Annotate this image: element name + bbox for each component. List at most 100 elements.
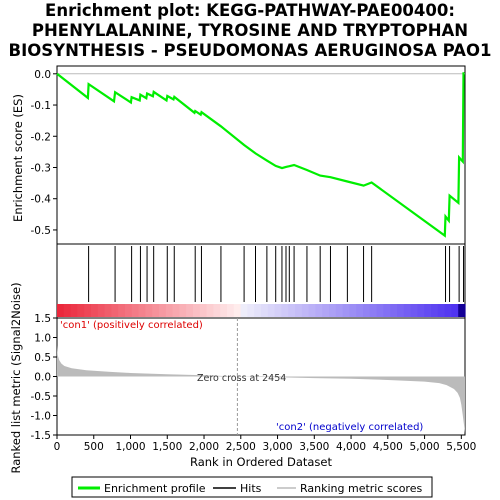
color-bar-segment xyxy=(104,304,112,317)
color-bar-segment xyxy=(397,304,405,317)
positive-correlation-label: 'con1' (positively correlated) xyxy=(60,320,203,331)
color-bar-segment xyxy=(57,304,65,317)
color-bar-segment xyxy=(206,304,214,317)
color-bar-segment xyxy=(451,304,459,317)
enrichment-profile-line xyxy=(56,72,465,238)
x-tick-label: 0 xyxy=(54,441,61,453)
metric-y-axis: 1.5 1.0 0.5 0.0 -0.5 -1.0 -1.5 xyxy=(31,313,57,442)
color-bar-segment xyxy=(118,304,126,317)
color-bar-segment xyxy=(233,304,242,317)
es-y-tick-label: -0.1 xyxy=(31,100,52,112)
x-tick-label: 1,500 xyxy=(152,441,182,453)
title-line-3: BIOSYNTHESIS - PSEUDOMONAS AERUGINOSA PA… xyxy=(8,41,492,60)
color-bar-segment xyxy=(274,304,282,317)
x-tick-label: 3,500 xyxy=(299,441,329,453)
color-bar-segment xyxy=(159,304,167,317)
x-tick-label: 2,000 xyxy=(189,441,219,453)
color-bar-segment xyxy=(329,304,337,317)
color-bar-segment xyxy=(424,304,432,317)
legend: Enrichment profile Hits Ranking metric s… xyxy=(71,476,433,498)
color-bar-segment xyxy=(152,304,160,317)
metric-y-tick-label: -1.0 xyxy=(31,411,52,423)
color-bar-segment xyxy=(145,304,153,317)
es-y-tick-label: -0.3 xyxy=(31,162,52,174)
metric-panel: 1.5 1.0 0.5 0.0 -0.5 -1.0 -1.5 0 500 1,000 1,500 2… xyxy=(9,282,476,473)
color-bar-segment xyxy=(383,304,391,317)
title-line-1: Enrichment plot: KEGG-PATHWAY-PAE00400: xyxy=(45,1,455,20)
color-bar-segment xyxy=(97,304,106,317)
es-y-axis: 0.0 -0.1 -0.2 -0.3 -0.4 -0.5 xyxy=(31,69,57,237)
zero-cross-label: Zero cross at 2454 xyxy=(197,373,286,384)
color-bar-segment xyxy=(125,304,133,317)
color-bar-segment xyxy=(403,304,412,317)
es-y-tick-label: -0.5 xyxy=(31,225,52,237)
metric-y-tick-label: -1.5 xyxy=(31,430,52,442)
color-bar-segment xyxy=(84,304,92,317)
color-bar-segment xyxy=(295,304,303,317)
hits-panel xyxy=(56,243,466,319)
color-bar-segment xyxy=(261,304,269,317)
x-tick-label: 5,000 xyxy=(410,441,440,453)
es-y-tick-label: -0.4 xyxy=(31,194,52,206)
metric-y-axis-label: Ranked list metric (Signal2Noise) xyxy=(9,282,23,473)
legend-enrichment-label: Enrichment profile xyxy=(104,482,206,495)
rank-x-axis: 0 500 1,000 1,500 2,000 2,500 3,000 3,500 4,000 4… xyxy=(54,435,476,453)
es-y-axis-label: Enrichment score (ES) xyxy=(11,94,25,222)
color-bar-segment xyxy=(240,304,248,317)
color-bar-segment xyxy=(369,304,378,317)
color-bar-segment xyxy=(213,304,221,317)
rank-color-bar xyxy=(57,304,466,317)
color-bar-segment xyxy=(220,304,228,317)
color-bar-segment xyxy=(63,304,72,317)
metric-y-tick-label: -0.5 xyxy=(31,391,52,403)
metric-y-tick-label: 0.0 xyxy=(34,372,51,384)
color-bar-segment xyxy=(410,304,418,317)
color-bar-segment xyxy=(179,304,187,317)
x-tick-label: 500 xyxy=(84,441,104,453)
color-bar-segment xyxy=(342,304,350,317)
color-bar-segment xyxy=(356,304,364,317)
color-bar-segment xyxy=(138,304,146,317)
color-bar-segment xyxy=(199,304,208,317)
color-bar-segment xyxy=(437,304,446,317)
color-bar-segment xyxy=(111,304,119,317)
x-tick-label: 2,500 xyxy=(226,441,256,453)
x-tick-label: 4,500 xyxy=(373,441,403,453)
color-bar-segment xyxy=(288,304,296,317)
legend-metric-label: Ranking metric scores xyxy=(300,482,422,495)
color-bar-segment xyxy=(417,304,425,317)
metric-y-tick-label: 1.0 xyxy=(34,333,51,345)
color-bar-segment xyxy=(77,304,85,317)
color-bar-segment xyxy=(172,304,180,317)
color-bar-segment xyxy=(186,304,194,317)
color-bar-segment xyxy=(247,304,255,317)
color-bar-segment xyxy=(165,304,174,317)
es-y-tick-label: -0.2 xyxy=(31,131,52,143)
color-bar-segment xyxy=(335,304,344,317)
metric-y-tick-label: 1.5 xyxy=(34,313,51,325)
color-bar-segment xyxy=(131,304,140,317)
es-panel: 0.0 -0.1 -0.2 -0.3 -0.4 -0.5 Enrichment score… xyxy=(11,65,466,245)
x-tick-label: 5,500 xyxy=(446,441,476,453)
chart-title: Enrichment plot: KEGG-PATHWAY-PAE00400: … xyxy=(0,1,500,61)
color-bar-segment xyxy=(301,304,310,317)
color-bar-segment xyxy=(349,304,357,317)
color-bar-segment xyxy=(315,304,323,317)
color-bar-segment xyxy=(458,304,466,317)
legend-hits-label: Hits xyxy=(240,482,262,495)
hit-marks xyxy=(88,246,465,302)
color-bar-segment xyxy=(376,304,384,317)
color-bar-segment xyxy=(91,304,99,317)
color-bar-segment xyxy=(322,304,330,317)
color-bar-segment xyxy=(444,304,452,317)
color-bar-segment xyxy=(363,304,371,317)
es-panel-frame xyxy=(56,65,466,245)
x-tick-label: 4,000 xyxy=(336,441,366,453)
metric-y-tick-label: 0.5 xyxy=(34,352,51,364)
color-bar-segment xyxy=(254,304,262,317)
color-bar-segment xyxy=(390,304,398,317)
x-axis-label: Rank in Ordered Dataset xyxy=(190,455,333,469)
color-bar-segment xyxy=(431,304,439,317)
color-bar-segment xyxy=(70,304,78,317)
